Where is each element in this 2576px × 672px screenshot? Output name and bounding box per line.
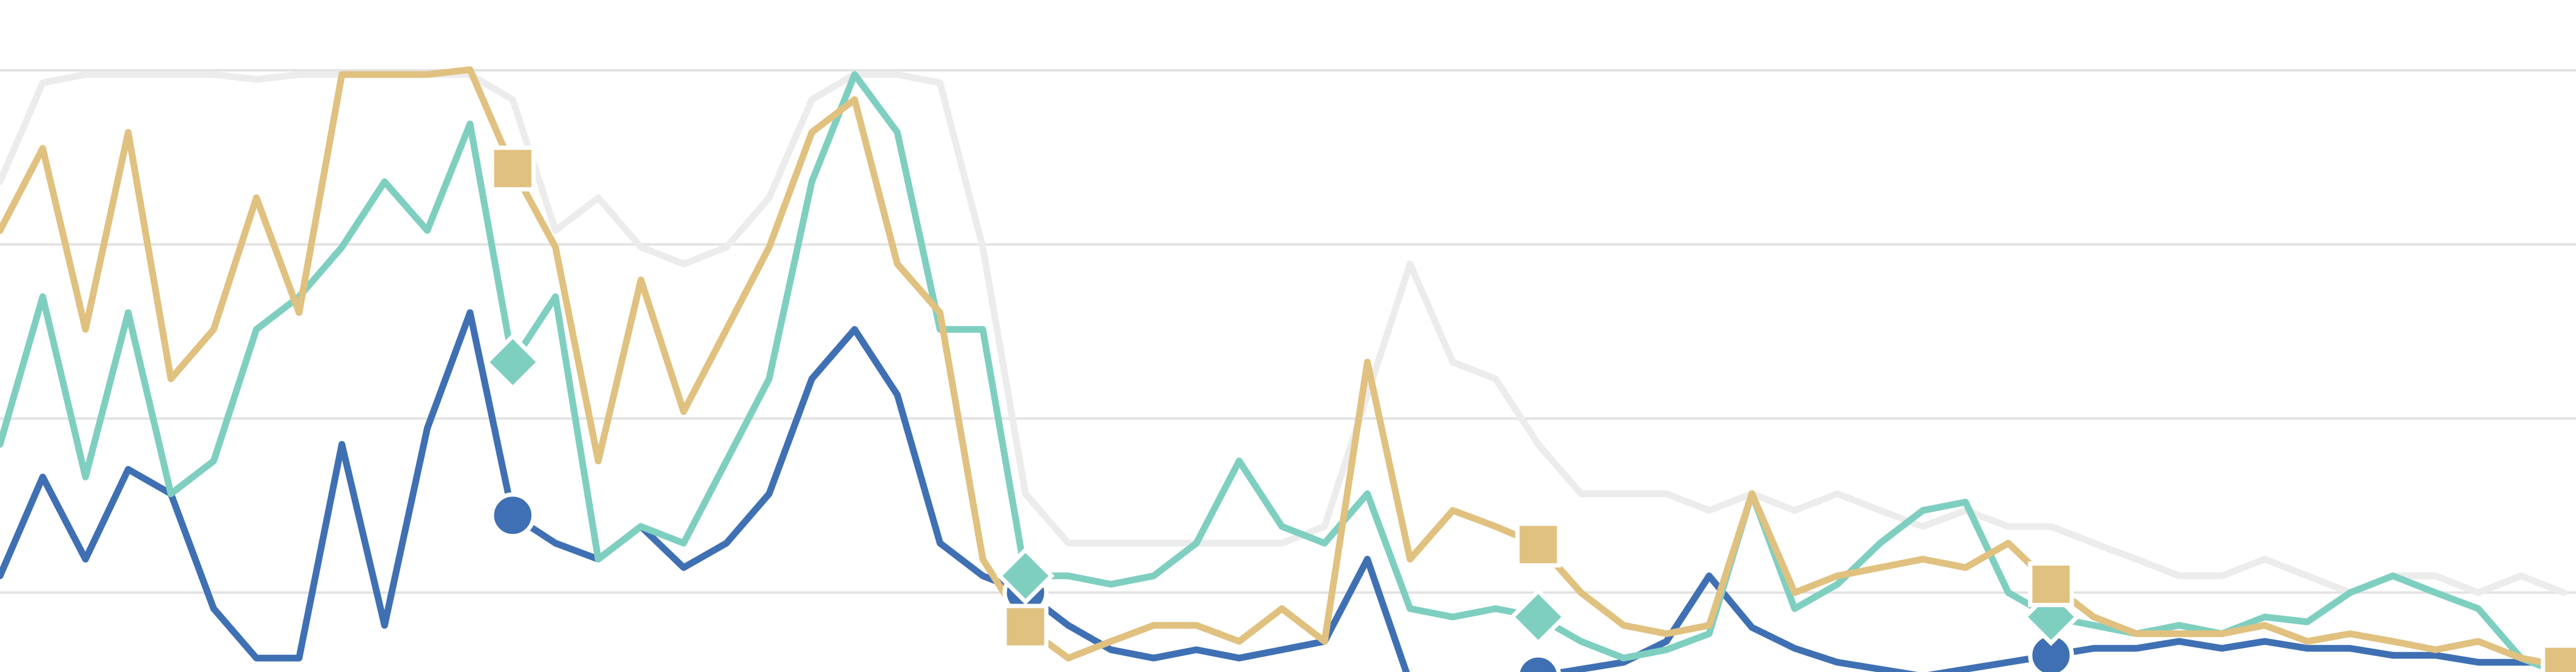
series-line (0, 309, 2567, 672)
marker (1509, 588, 1568, 646)
series-line (0, 71, 2567, 596)
marker (490, 146, 536, 192)
marker (490, 492, 536, 539)
marker (1002, 604, 1049, 650)
marker (2541, 643, 2576, 672)
marker (483, 333, 542, 391)
marker (1516, 653, 1561, 672)
series-line (0, 71, 2566, 672)
marker (1515, 522, 1562, 568)
series-line (0, 66, 2567, 670)
marker (2028, 561, 2074, 608)
marker (996, 547, 1055, 605)
